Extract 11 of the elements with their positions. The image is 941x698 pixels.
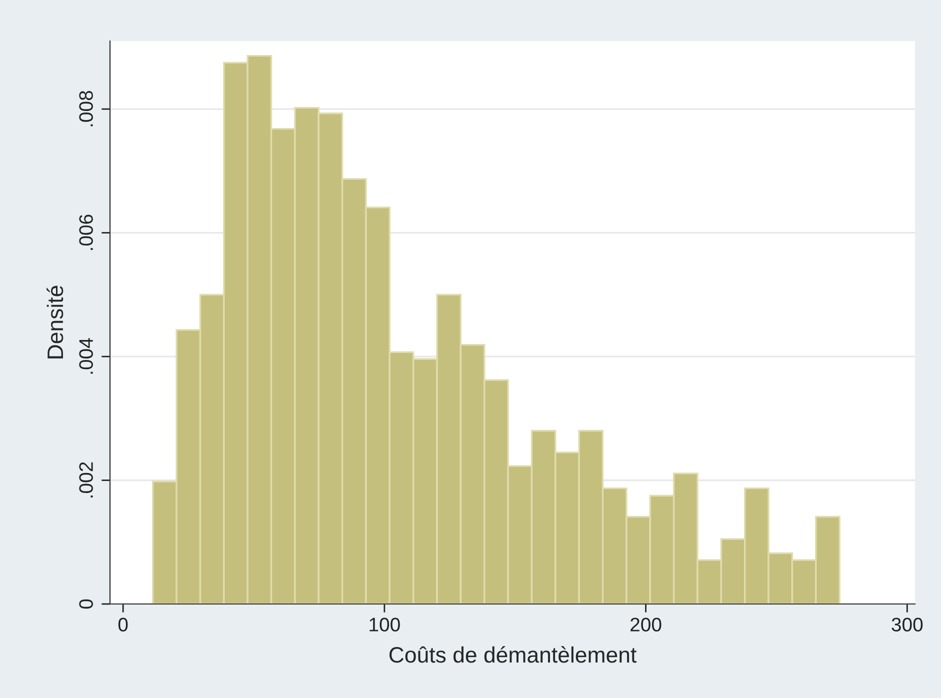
y-axis-title: Densité (46, 286, 64, 358)
x-tick-label: 100 (370, 618, 400, 632)
x-tick-label: 200 (630, 618, 662, 632)
x-axis-title: Coûts de démantèlement (389, 646, 636, 663)
y-tick-label: .002 (79, 462, 93, 498)
x-tick-label: 0 (118, 618, 128, 632)
y-tick-label: .008 (79, 90, 93, 126)
x-tick-label: 300 (892, 618, 923, 632)
y-tick-label: 0 (79, 599, 93, 609)
y-tick-label: .004 (79, 338, 93, 374)
y-tick-label: .006 (79, 214, 93, 250)
